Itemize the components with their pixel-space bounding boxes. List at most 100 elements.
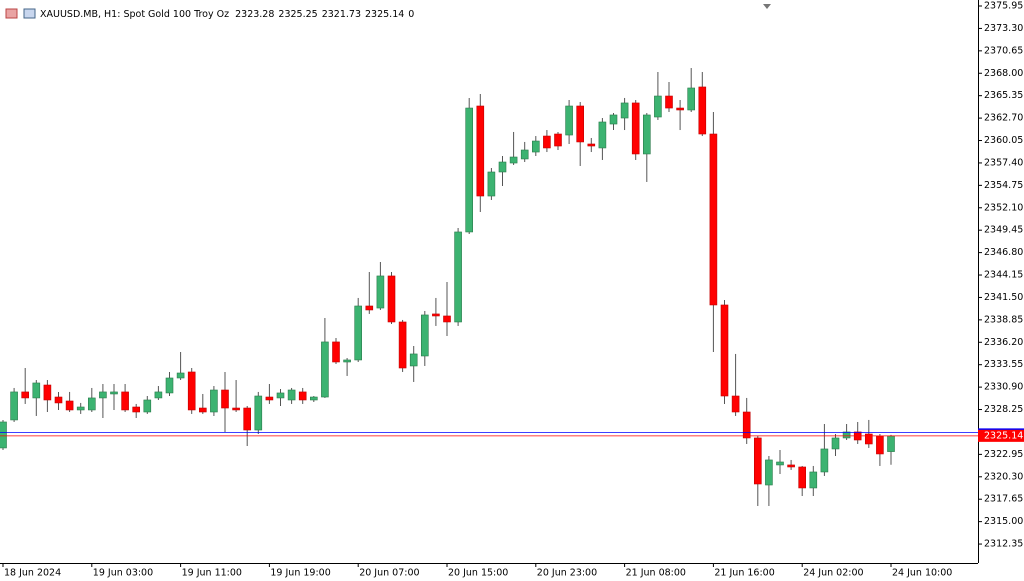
header-volume: 0 (408, 9, 414, 20)
candle-body-up (654, 95, 662, 118)
candle-body-down (132, 406, 140, 413)
candle-body-up (110, 391, 118, 395)
y-tick-label: 2357.40 (984, 157, 1023, 168)
candle-body-up (210, 389, 218, 413)
candle-body-down (676, 107, 684, 111)
candle-body-down (232, 407, 240, 411)
candle-body-up (842, 431, 851, 439)
candle-body-up (776, 461, 784, 466)
y-tick-label: 2354.75 (984, 180, 1023, 191)
candle-body-down (787, 464, 795, 468)
chart-title: XAUUSD.MB, H1: Spot Gold 100 Troy Oz (40, 9, 229, 20)
candle-body-up (88, 397, 96, 411)
candle-body-up (409, 353, 418, 367)
candle-body-up (376, 275, 385, 309)
candle-body-up (520, 149, 529, 160)
candle-body-down (443, 315, 451, 323)
candle-body-down (298, 391, 307, 401)
candle-body-down (709, 133, 718, 306)
y-tick-label: 2312.35 (984, 539, 1023, 550)
candle-body-up (465, 107, 474, 233)
candle-body-down (753, 437, 762, 485)
candle-body-up (809, 471, 818, 489)
header-close: 2325.14 (365, 9, 404, 20)
candle-body-up (642, 114, 651, 155)
x-tick-label: 19 Jun 19:00 (270, 568, 330, 579)
candle-body-down (365, 305, 374, 311)
candle-body-up (487, 171, 496, 197)
candle-body-up (354, 305, 363, 361)
candle-body-down (54, 396, 63, 404)
x-tick-label: 19 Jun 03:00 (93, 568, 153, 579)
candle-body-up (176, 372, 185, 379)
candle-body-down (265, 396, 274, 401)
y-tick-label: 2360.05 (984, 135, 1023, 146)
candle-body-down (798, 466, 807, 489)
candle-body-down (543, 135, 551, 149)
candle-body-up (32, 382, 41, 399)
candle-body-up (143, 399, 152, 413)
candle-body-up (10, 391, 18, 421)
candle-body-up (309, 396, 318, 401)
y-tick-label: 2349.45 (984, 225, 1023, 236)
candle-body-up (165, 377, 174, 394)
candle-body-up (687, 87, 696, 111)
candle-body-up (498, 161, 507, 173)
candle-body-up (565, 105, 573, 136)
x-tick-label: 19 Jun 11:00 (182, 568, 242, 579)
x-tick-label: 24 Jun 10:00 (892, 568, 952, 579)
candle-body-down (199, 407, 207, 413)
candle-body-down (720, 304, 729, 397)
candle-body-up (831, 437, 840, 450)
candle-body-up (820, 448, 829, 473)
y-tick-label: 2338.85 (984, 314, 1023, 325)
x-tick-label: 24 Jun 02:00 (803, 568, 863, 579)
bid-label: 2325.14 (984, 430, 1023, 441)
bid-label-box (978, 429, 1024, 442)
candle-body-down (476, 105, 485, 197)
y-tick-label: 2373.30 (984, 23, 1023, 34)
y-tick-label: 2341.50 (984, 292, 1023, 303)
x-tick-label: 21 Jun 08:00 (626, 568, 686, 579)
candle-body-up (765, 459, 773, 486)
candle-body-up (154, 391, 163, 399)
candle-body-down (398, 321, 407, 369)
candle-body-up (99, 391, 107, 399)
symbol-icons (5, 8, 36, 19)
y-tick-label: 2322.95 (984, 449, 1023, 460)
candle-body-down (221, 389, 229, 409)
candle-body-up (0, 421, 7, 449)
candle-body-down (43, 384, 52, 401)
candles (0, 68, 895, 506)
y-tick-label: 2333.55 (984, 359, 1023, 370)
candle-body-down (864, 433, 873, 445)
y-tick-label: 2375.95 (984, 1, 1023, 12)
candle-body-up (343, 359, 351, 363)
candle-body-down (698, 86, 707, 135)
candle-body-up (254, 395, 263, 431)
candle-body-down (21, 391, 30, 399)
icon (23, 8, 36, 19)
candle-body-down (121, 391, 129, 411)
x-tick-label: 18 Jun 2024 (4, 568, 61, 579)
candle-body-down (387, 275, 396, 323)
candle-body-up (531, 140, 540, 153)
x-tick-label: 20 Jun 07:00 (359, 568, 419, 579)
header-open: 2323.28 (235, 9, 274, 20)
candle-body-down (243, 407, 251, 431)
candle-body-up (420, 314, 429, 357)
candle-body-up (620, 102, 629, 119)
candle-body-up (287, 389, 296, 401)
icon (5, 8, 18, 19)
candle-body-up (887, 435, 895, 452)
candle-body-up (454, 231, 462, 323)
candle-body-up (76, 406, 85, 411)
candle-body-down (731, 395, 740, 413)
candle-body-down (554, 133, 562, 147)
candle-body-up (509, 156, 518, 164)
y-tick-label: 2368.00 (984, 68, 1023, 79)
header: XAUUSD.MB, H1: Spot Gold 100 Troy Oz 2323… (40, 9, 414, 20)
candle-body-down (587, 143, 596, 147)
candle-body-down (187, 371, 196, 411)
